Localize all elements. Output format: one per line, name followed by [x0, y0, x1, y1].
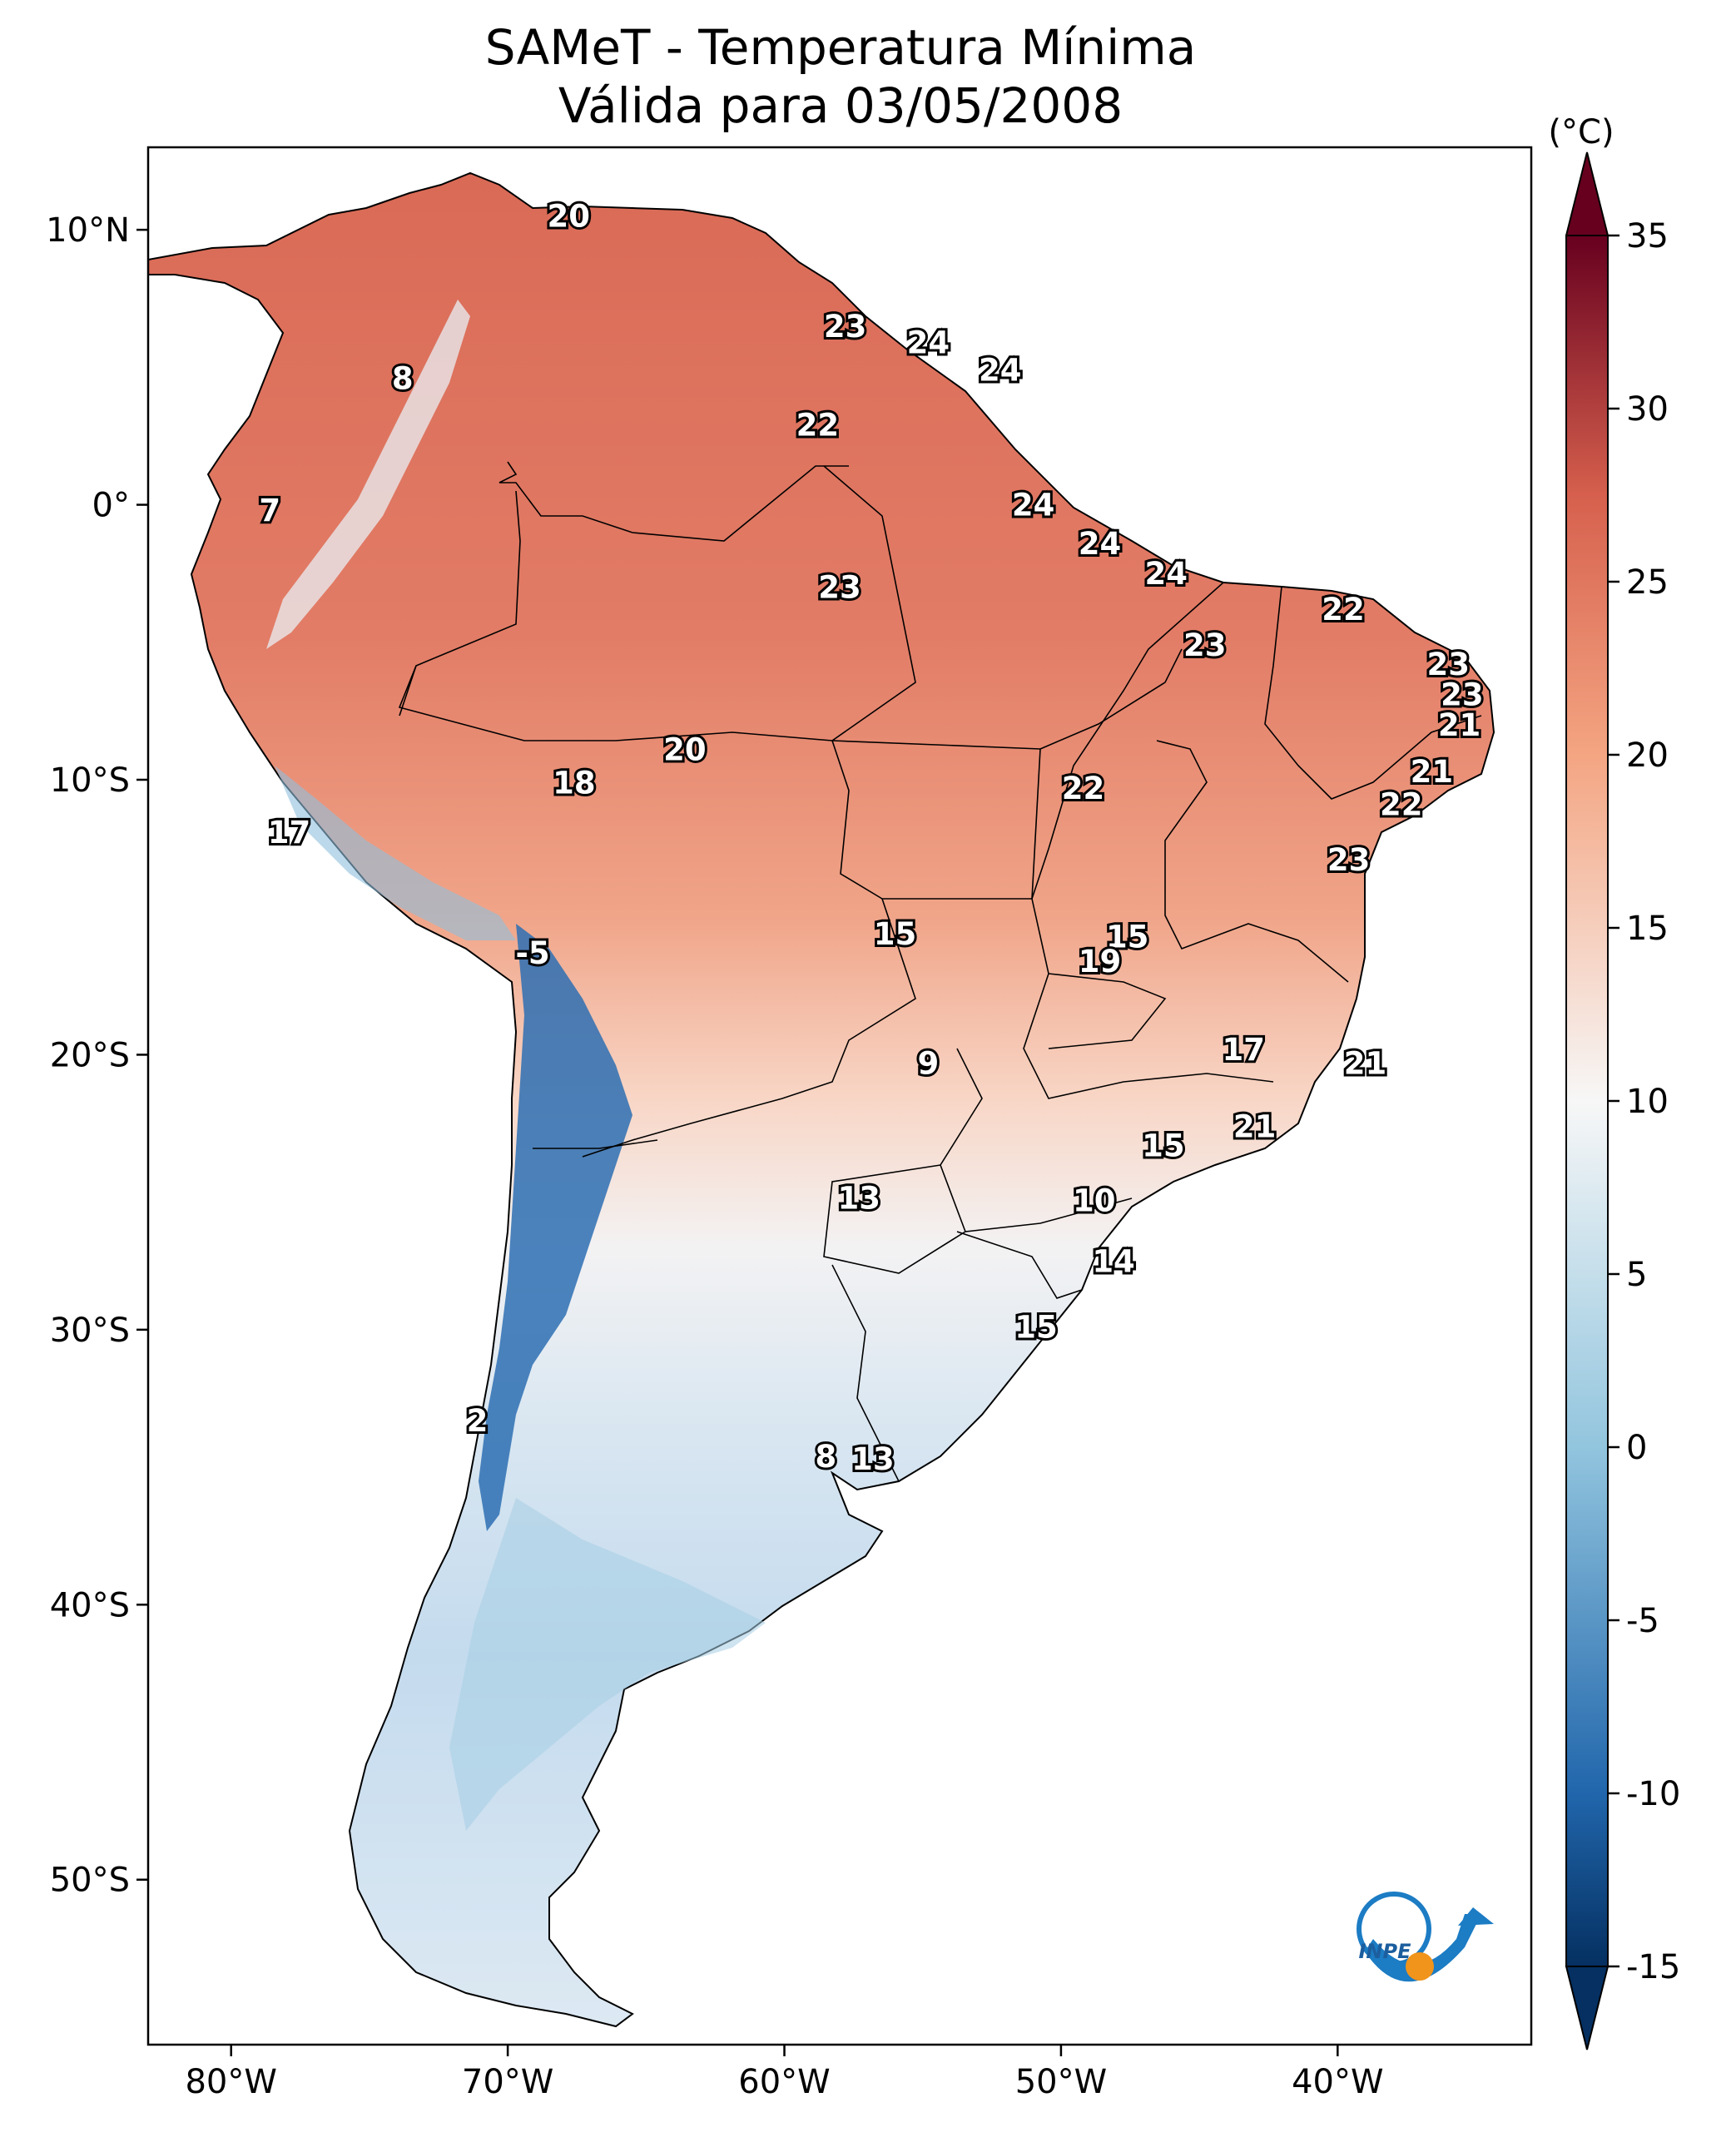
longitude-ticks: 80°W 70°W 60°W 50°W 40°W — [185, 2045, 1384, 2101]
contour-label: 21 — [1344, 1045, 1387, 1081]
colorbar-tick-label: 30 — [1626, 390, 1669, 429]
contour-label: 18 — [553, 765, 596, 801]
contour-label: 15 — [1014, 1310, 1058, 1346]
contour-label: 15 — [874, 916, 917, 952]
contour-label: 19 — [1079, 944, 1122, 979]
contour-label: 23 — [1427, 647, 1471, 682]
contour-label: 23 — [1327, 842, 1371, 878]
contour-label: 10 — [1073, 1183, 1116, 1219]
contour-label: 24 — [1012, 488, 1055, 523]
lon-tick-label: 70°W — [462, 2063, 553, 2101]
contour-label: 8 — [392, 361, 414, 397]
temperature-field — [148, 171, 1495, 2028]
logo-swoosh — [1365, 1914, 1481, 1982]
contour-label: 14 — [1092, 1243, 1135, 1279]
north-andes-cool-band — [266, 300, 470, 649]
contour-label: 22 — [1380, 787, 1423, 823]
contour-label: 17 — [268, 815, 311, 850]
andes-cool-band — [275, 766, 516, 940]
logo-text: INPE — [1359, 1940, 1412, 1963]
lon-tick-label: 40°W — [1292, 2063, 1383, 2101]
contour-label: 24 — [1079, 526, 1122, 562]
title-line-1: SAMeT - Temperatura Mínima — [484, 19, 1197, 76]
andes-cold-band — [479, 924, 632, 1531]
latitude-ticks: 10°N 0° 10°S 20°S 30°S 40°S 50°S — [46, 211, 148, 1900]
colorbar-tick-label: 25 — [1626, 563, 1669, 602]
inpe-logo: INPE — [1357, 1892, 1494, 1982]
lat-tick-label: 30°S — [50, 1312, 130, 1350]
contour-label: 7 — [259, 493, 280, 528]
colorbar-ticks: 35 30 25 20 15 10 5 0 -5 -10 -15 — [1608, 217, 1680, 1986]
contour-label: 17 — [1223, 1032, 1266, 1068]
contour-label: 24 — [1144, 556, 1188, 592]
contour-label: 22 — [1062, 771, 1105, 806]
contour-label: 24 — [907, 325, 950, 361]
contour-label: 2 — [467, 1403, 489, 1439]
colorbar-max-extension — [1565, 151, 1610, 236]
colorbar: (°C) 35 30 25 20 15 10 5 0 -5 -10 -15 — [1548, 113, 1680, 2050]
contour-label: 23 — [824, 309, 867, 345]
state-borders — [398, 461, 1482, 1482]
colorbar-min-extension — [1565, 1966, 1610, 2050]
lat-tick-label: 10°N — [46, 211, 130, 250]
contour-label: 8 — [816, 1439, 837, 1475]
map-title: SAMeT - Temperatura Mínima Válida para 0… — [150, 18, 1531, 135]
south-america-land — [148, 171, 1495, 2028]
logo-sun-dot — [1406, 1952, 1434, 1981]
contour-label: 22 — [1322, 592, 1365, 627]
contour-label: 22 — [796, 408, 840, 444]
contour-label: 15 — [1106, 919, 1149, 955]
title-line-2: Válida para 03/05/2008 — [558, 77, 1123, 134]
colorbar-tick-label: 20 — [1626, 736, 1669, 775]
contour-label: 20 — [547, 199, 590, 235]
patagonia-cool-region — [449, 1498, 766, 1831]
lon-tick-label: 60°W — [738, 2063, 830, 2101]
contour-label: -5 — [515, 935, 549, 971]
contour-label: 21 — [1233, 1108, 1277, 1144]
lat-tick-label: 40°S — [50, 1586, 130, 1624]
contour-label: 20 — [663, 732, 707, 768]
colorbar-tick-label: 35 — [1626, 217, 1669, 255]
colorbar-unit: (°C) — [1548, 113, 1614, 151]
lon-tick-label: 80°W — [185, 2063, 276, 2101]
lon-tick-label: 50°W — [1015, 2063, 1107, 2101]
colorbar-tick-label: 0 — [1626, 1429, 1647, 1467]
colorbar-tick-label: -15 — [1626, 1948, 1680, 1986]
contour-label: 21 — [1438, 707, 1481, 743]
map-frame — [146, 146, 1533, 2046]
lat-tick-label: 10°S — [50, 761, 130, 800]
colorbar-tick-label: 10 — [1626, 1083, 1669, 1121]
logo-arrow-icon — [1458, 1907, 1494, 1926]
colorbar-tick-label: -10 — [1626, 1775, 1680, 1813]
contour-label: 23 — [1441, 677, 1484, 713]
lat-tick-label: 20°S — [50, 1036, 130, 1074]
colorbar-tick-label: -5 — [1626, 1602, 1659, 1640]
colorbar-tick-label: 5 — [1626, 1256, 1647, 1294]
contour-label: 23 — [818, 570, 861, 606]
contour-label: 15 — [1142, 1128, 1185, 1163]
colorbar-gradient — [1565, 235, 1609, 1967]
contour-label: 23 — [1183, 627, 1227, 663]
contour-label: 9 — [917, 1045, 939, 1081]
contour-label: 13 — [838, 1180, 881, 1216]
lat-tick-label: 0° — [92, 487, 130, 525]
colorbar-tick-label: 15 — [1626, 910, 1669, 948]
contour-label: 21 — [1411, 754, 1454, 790]
contour-label: 24 — [979, 353, 1022, 389]
lat-tick-label: 50°S — [50, 1862, 130, 1900]
contour-label: 13 — [851, 1441, 895, 1477]
